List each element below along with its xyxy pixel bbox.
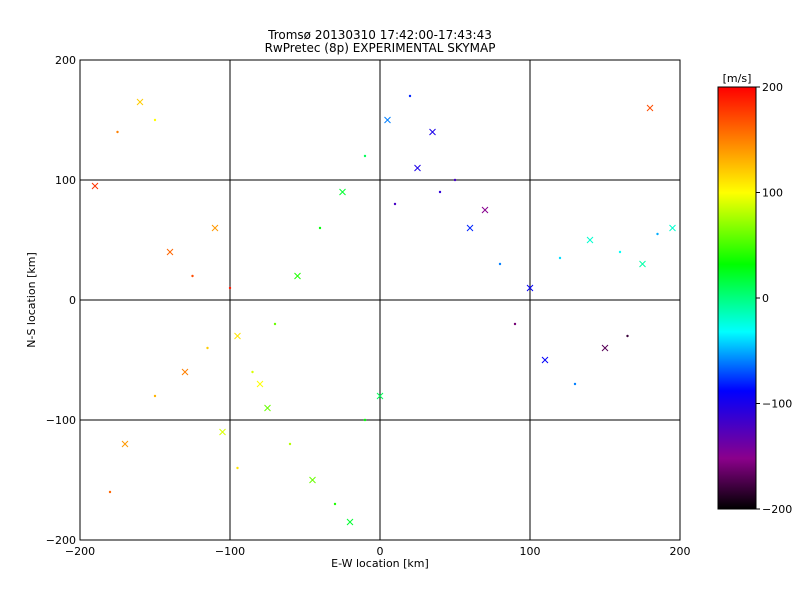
data-point-x — [669, 224, 676, 232]
colorbar-label: [m/s] — [723, 72, 752, 85]
data-point-x — [256, 380, 264, 388]
data-point-dot — [453, 178, 457, 182]
data-point-dot — [408, 94, 412, 98]
colorbar-tick-label: 0 — [762, 292, 769, 305]
data-point-x — [91, 182, 99, 190]
chart-subtitle: RwPretec (8p) EXPERIMENTAL SKYMAP — [265, 41, 496, 55]
data-point-dot — [288, 442, 292, 446]
data-point-x — [166, 248, 174, 256]
data-point-dot — [116, 130, 119, 134]
data-point-x — [309, 476, 316, 484]
data-point-dot — [393, 202, 397, 206]
y-tick-label: 0 — [69, 294, 76, 307]
data-point-dot — [626, 334, 629, 338]
colorbar-ticks: 200 100 0 −100 −200 — [756, 81, 792, 516]
x-tick-label: −100 — [215, 545, 245, 558]
data-point-dot — [251, 370, 254, 374]
data-point-dot — [618, 250, 622, 254]
data-point-x — [211, 224, 219, 232]
colorbar-tick-label: 200 — [762, 81, 783, 94]
data-points — [91, 94, 676, 526]
data-point-x — [646, 104, 654, 112]
data-point-x — [466, 224, 474, 232]
x-ticks: −200 −100 0 100 200 — [65, 545, 691, 558]
data-point-dot — [153, 394, 157, 398]
data-point-x — [526, 284, 534, 292]
data-point-x — [136, 98, 144, 106]
data-point-x — [414, 164, 421, 172]
data-point-dot — [236, 466, 239, 470]
y-tick-label: −100 — [46, 414, 76, 427]
data-point-x — [541, 356, 549, 364]
x-axis-label: E-W location [km] — [331, 557, 429, 570]
x-tick-label: 100 — [520, 545, 541, 558]
data-point-dot — [228, 286, 232, 290]
data-point-dot — [438, 190, 442, 194]
colorbar — [717, 86, 757, 510]
data-point-dot — [573, 382, 577, 386]
y-ticks: −200 −100 0 100 200 — [46, 54, 76, 547]
x-tick-label: −200 — [65, 545, 95, 558]
data-point-x — [481, 206, 489, 214]
data-point-dot — [498, 262, 502, 266]
colorbar-tick-label: 100 — [762, 187, 783, 200]
x-tick-label: 0 — [377, 545, 384, 558]
data-point-dot — [558, 256, 562, 260]
y-tick-label: 100 — [55, 174, 76, 187]
data-point-x — [294, 272, 301, 280]
data-point-dot — [191, 274, 194, 278]
y-axis-label: N-S location [km] — [25, 252, 38, 348]
y-tick-label: 200 — [55, 54, 76, 67]
data-point-dot — [108, 490, 112, 494]
data-point-x — [601, 344, 609, 352]
data-point-dot — [363, 154, 367, 158]
data-point-x — [376, 392, 384, 400]
data-point-dot — [363, 418, 367, 422]
data-point-dot — [318, 226, 322, 230]
grid-lines — [80, 60, 680, 540]
data-point-x — [181, 368, 189, 376]
data-point-x — [429, 128, 436, 136]
data-point-x — [346, 518, 354, 526]
data-point-x — [639, 260, 646, 268]
data-point-dot — [333, 502, 337, 506]
colorbar-tick-label: −100 — [762, 398, 792, 411]
data-point-x — [384, 116, 391, 124]
plot-frame — [79, 59, 681, 541]
y-tick-label: −200 — [46, 534, 76, 547]
data-point-dot — [656, 232, 659, 236]
data-point-dot — [206, 346, 209, 350]
data-point-dot — [513, 322, 517, 326]
data-point-x — [586, 236, 594, 244]
data-point-x — [234, 332, 241, 340]
colorbar-tick-label: −200 — [762, 503, 792, 516]
data-point-dot — [273, 322, 277, 326]
chart-title: Tromsø 20130310 17:42:00-17:43:43 — [267, 28, 492, 42]
data-point-x — [121, 440, 129, 448]
x-tick-label: 200 — [670, 545, 691, 558]
data-point-x — [219, 428, 226, 436]
data-point-dot — [153, 118, 157, 122]
data-point-x — [264, 404, 271, 412]
data-point-x — [339, 188, 346, 196]
